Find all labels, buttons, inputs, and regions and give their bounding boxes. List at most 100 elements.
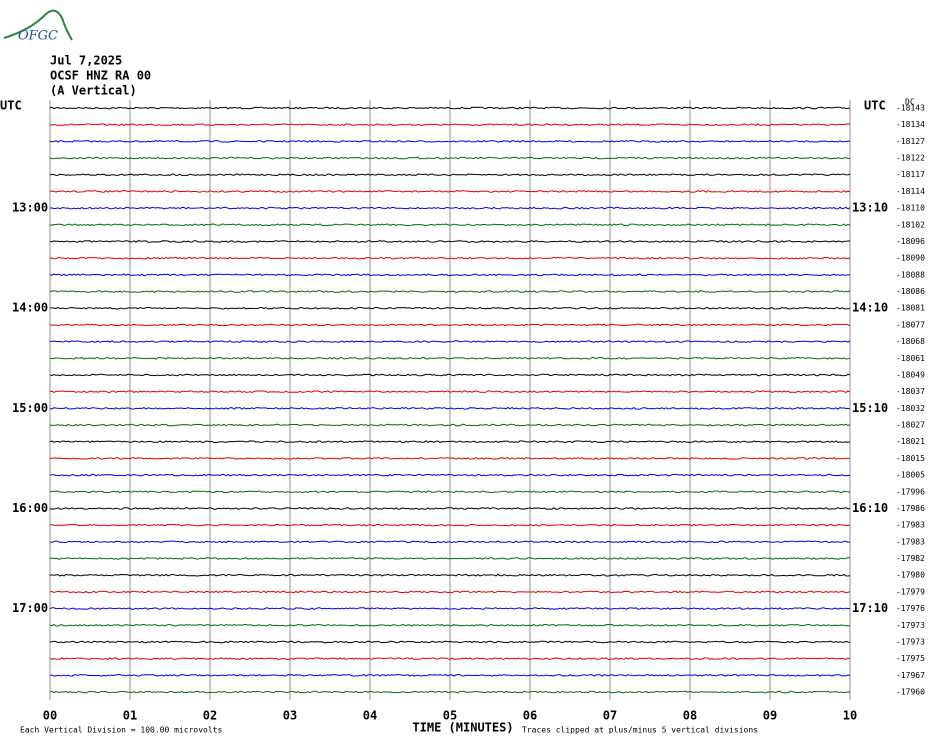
trace — [49, 256, 851, 260]
trace — [49, 523, 851, 527]
hour-label: 16:10 — [852, 501, 888, 515]
trace — [49, 573, 851, 577]
scale-note: Each Vertical Division = 100.00 microvol… — [20, 726, 222, 735]
dc-label: DC — [905, 98, 915, 107]
offset-label: -18032 — [896, 404, 925, 413]
trace — [49, 273, 851, 277]
trace — [49, 607, 851, 610]
trace — [49, 223, 851, 227]
x-tick-label: 01 — [123, 709, 137, 723]
trace — [49, 323, 851, 327]
trace — [49, 340, 851, 343]
trace — [49, 557, 850, 560]
offset-label: -18037 — [896, 387, 925, 396]
offset-label: -18114 — [896, 187, 925, 196]
trace — [49, 540, 851, 544]
x-axis-title: TIME (MINUTES) — [412, 721, 513, 735]
offset-label: -17973 — [896, 637, 925, 646]
offset-label: -18088 — [896, 270, 925, 279]
right-utc: UTC — [864, 99, 886, 113]
trace — [49, 356, 851, 360]
x-tick-label: 04 — [363, 709, 377, 723]
hour-label: 17:00 — [12, 601, 48, 615]
trace — [49, 690, 851, 694]
hour-label: 13:00 — [12, 201, 48, 215]
trace — [49, 673, 851, 677]
trace — [49, 390, 851, 394]
offset-label: -18143 — [896, 104, 925, 113]
trace — [49, 306, 851, 310]
trace — [49, 156, 851, 160]
hour-label: 15:10 — [852, 401, 888, 415]
offset-label: -18015 — [896, 454, 925, 463]
offset-label: -18077 — [896, 320, 925, 329]
clip-note: Traces clipped at plus/minus 5 vertical … — [522, 726, 758, 735]
x-tick-label: 03 — [283, 709, 297, 723]
x-tick-label: 09 — [763, 709, 777, 723]
offset-label: -18027 — [896, 421, 925, 430]
trace — [49, 640, 851, 644]
offset-label: -18127 — [896, 137, 925, 146]
trace — [49, 473, 851, 477]
x-tick-label: 05 — [443, 709, 457, 723]
offset-label: -17983 — [896, 521, 925, 530]
trace — [49, 173, 851, 177]
offset-label: -18122 — [896, 154, 925, 163]
trace — [49, 507, 851, 510]
offset-label: -18117 — [896, 170, 925, 179]
x-tick-label: 07 — [603, 709, 617, 723]
hour-label: 15:00 — [12, 401, 48, 415]
offset-label: -17975 — [896, 654, 925, 663]
offset-label: -18068 — [896, 337, 925, 346]
hour-label: 13:10 — [852, 201, 888, 215]
hour-label: 16:00 — [12, 501, 48, 515]
x-tick-label: 00 — [43, 709, 57, 723]
x-tick-label: 02 — [203, 709, 217, 723]
left-utc: UTC — [0, 99, 22, 113]
offset-label: -18049 — [896, 370, 925, 379]
trace — [49, 457, 851, 460]
offset-label: -17960 — [896, 688, 925, 697]
trace — [49, 139, 851, 143]
trace — [49, 406, 851, 410]
trace — [49, 373, 851, 377]
trace — [49, 123, 851, 127]
offset-label: -17982 — [896, 554, 925, 563]
trace — [49, 490, 851, 494]
offset-label: -18134 — [896, 120, 925, 129]
trace — [49, 657, 851, 661]
trace — [49, 189, 851, 193]
offset-label: -18102 — [896, 220, 925, 229]
trace — [49, 590, 851, 594]
trace — [49, 106, 851, 110]
offset-label: -17967 — [896, 671, 925, 680]
trace — [49, 423, 851, 427]
offset-label: -17980 — [896, 571, 925, 580]
offset-label: -17986 — [896, 504, 925, 513]
offset-label: -18110 — [896, 204, 925, 213]
hour-label: 14:10 — [852, 301, 888, 315]
logo-curve — [3, 9, 73, 41]
date: Jul 7,2025 — [50, 54, 122, 68]
offset-label: -17983 — [896, 537, 925, 546]
offset-label: -17979 — [896, 587, 925, 596]
trace — [49, 440, 851, 444]
trace — [49, 206, 851, 210]
logo: OFGC — [18, 29, 58, 44]
offset-label: -18096 — [896, 237, 925, 246]
hour-label: 17:10 — [852, 601, 888, 615]
component: (A Vertical) — [50, 84, 137, 98]
station: OCSF HNZ RA 00 — [50, 69, 151, 83]
x-tick-label: 08 — [683, 709, 697, 723]
offset-label: -18005 — [896, 471, 925, 480]
offset-label: -18021 — [896, 437, 925, 446]
offset-label: -17996 — [896, 487, 925, 496]
offset-label: -17973 — [896, 621, 925, 630]
trace — [49, 623, 851, 627]
offset-label: -17976 — [896, 604, 925, 613]
trace — [49, 290, 851, 293]
x-tick-label: 10 — [843, 709, 857, 723]
offset-label: -18081 — [896, 304, 925, 313]
offset-label: -18090 — [896, 254, 925, 263]
